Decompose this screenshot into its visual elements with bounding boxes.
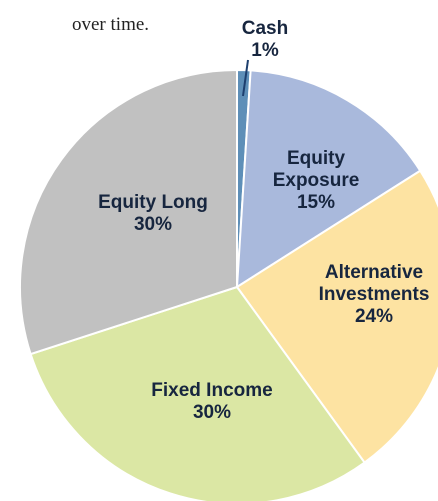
caption: over time. <box>72 14 150 35</box>
value-label: 30% <box>133 214 173 235</box>
data-label: Equity Exposure 15% <box>266 148 366 214</box>
category-label: Fixed Income <box>151 380 273 401</box>
category-label: Cash <box>241 18 289 39</box>
category-label: Alternative Investments <box>318 262 430 305</box>
category-label: Equity Long <box>98 192 208 213</box>
value-label: 24% <box>354 306 394 327</box>
value-label: 30% <box>192 402 232 423</box>
value-label: 15% <box>296 192 336 213</box>
data-label: Equity Long 30% <box>53 192 253 236</box>
leader-line <box>242 59 249 97</box>
value-label: 1% <box>251 40 279 61</box>
pie-slice <box>29 285 366 501</box>
pie-slice <box>19 68 238 356</box>
pie-slice <box>235 69 422 289</box>
data-label: Cash 1% <box>230 18 300 62</box>
data-label: Alternative Investments 24% <box>304 262 438 328</box>
data-label: Fixed Income 30% <box>112 380 312 424</box>
category-label: Equity Exposure <box>272 148 360 191</box>
